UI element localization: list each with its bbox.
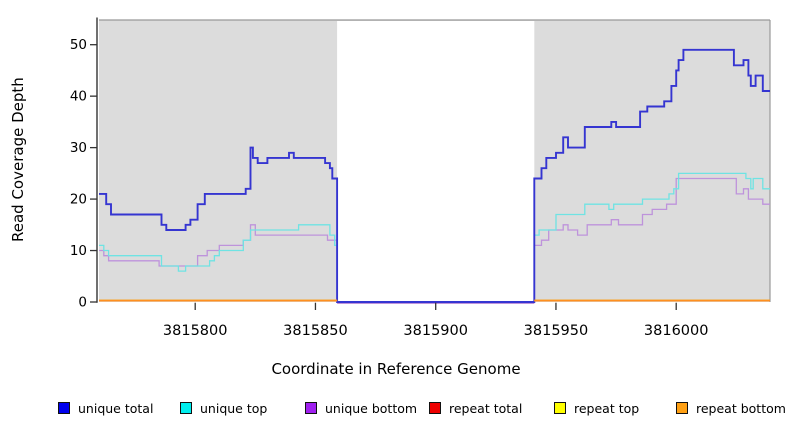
legend: unique total unique top unique bottom repea… — [0, 399, 792, 419]
y-axis-title: Read Coverage Depth — [9, 77, 27, 242]
legend-item-repeat-total: repeat total — [429, 399, 522, 417]
legend-swatch — [305, 402, 317, 414]
legend-swatch — [429, 402, 441, 414]
x-tick-label: 3815900 — [403, 323, 468, 339]
legend-item-unique-top: unique top — [180, 399, 267, 417]
x-axis-title: Coordinate in Reference Genome — [271, 360, 521, 378]
uncovered-gap — [337, 21, 535, 302]
legend-label: repeat top — [574, 400, 640, 416]
legend-item-unique-total: unique total — [58, 399, 153, 417]
legend-label: unique bottom — [325, 400, 418, 416]
legend-item-unique-bottom: unique bottom — [305, 399, 417, 417]
legend-swatch — [58, 402, 70, 414]
y-tick-label: 30 — [70, 140, 87, 156]
legend-label: repeat total — [449, 400, 523, 416]
y-tick-label: 0 — [78, 295, 87, 311]
x-tick-label: 3815800 — [163, 323, 228, 339]
legend-item-repeat-bottom: repeat bottom — [676, 399, 786, 417]
legend-swatch — [676, 402, 688, 414]
legend-item-repeat-top: repeat top — [554, 399, 639, 417]
x-tick-label: 3816000 — [644, 323, 709, 339]
legend-label: unique total — [78, 400, 154, 416]
legend-label: repeat bottom — [696, 400, 786, 416]
legend-swatch — [554, 402, 566, 414]
series-line-unique-total — [99, 48, 770, 303]
legend-swatch — [180, 402, 192, 414]
x-tick-label: 3815950 — [524, 323, 589, 339]
y-tick-label: 10 — [70, 243, 87, 259]
y-tick-label: 20 — [70, 192, 87, 208]
coverage-chart: 0 10 20 30 40 50 3815800 3815850 3815900 3815950 3… — [70, 17, 771, 339]
y-tick-label: 50 — [70, 37, 87, 53]
y-tick-label: 40 — [70, 89, 87, 105]
x-tick-label: 3815850 — [283, 323, 348, 339]
legend-label: unique top — [200, 400, 268, 416]
